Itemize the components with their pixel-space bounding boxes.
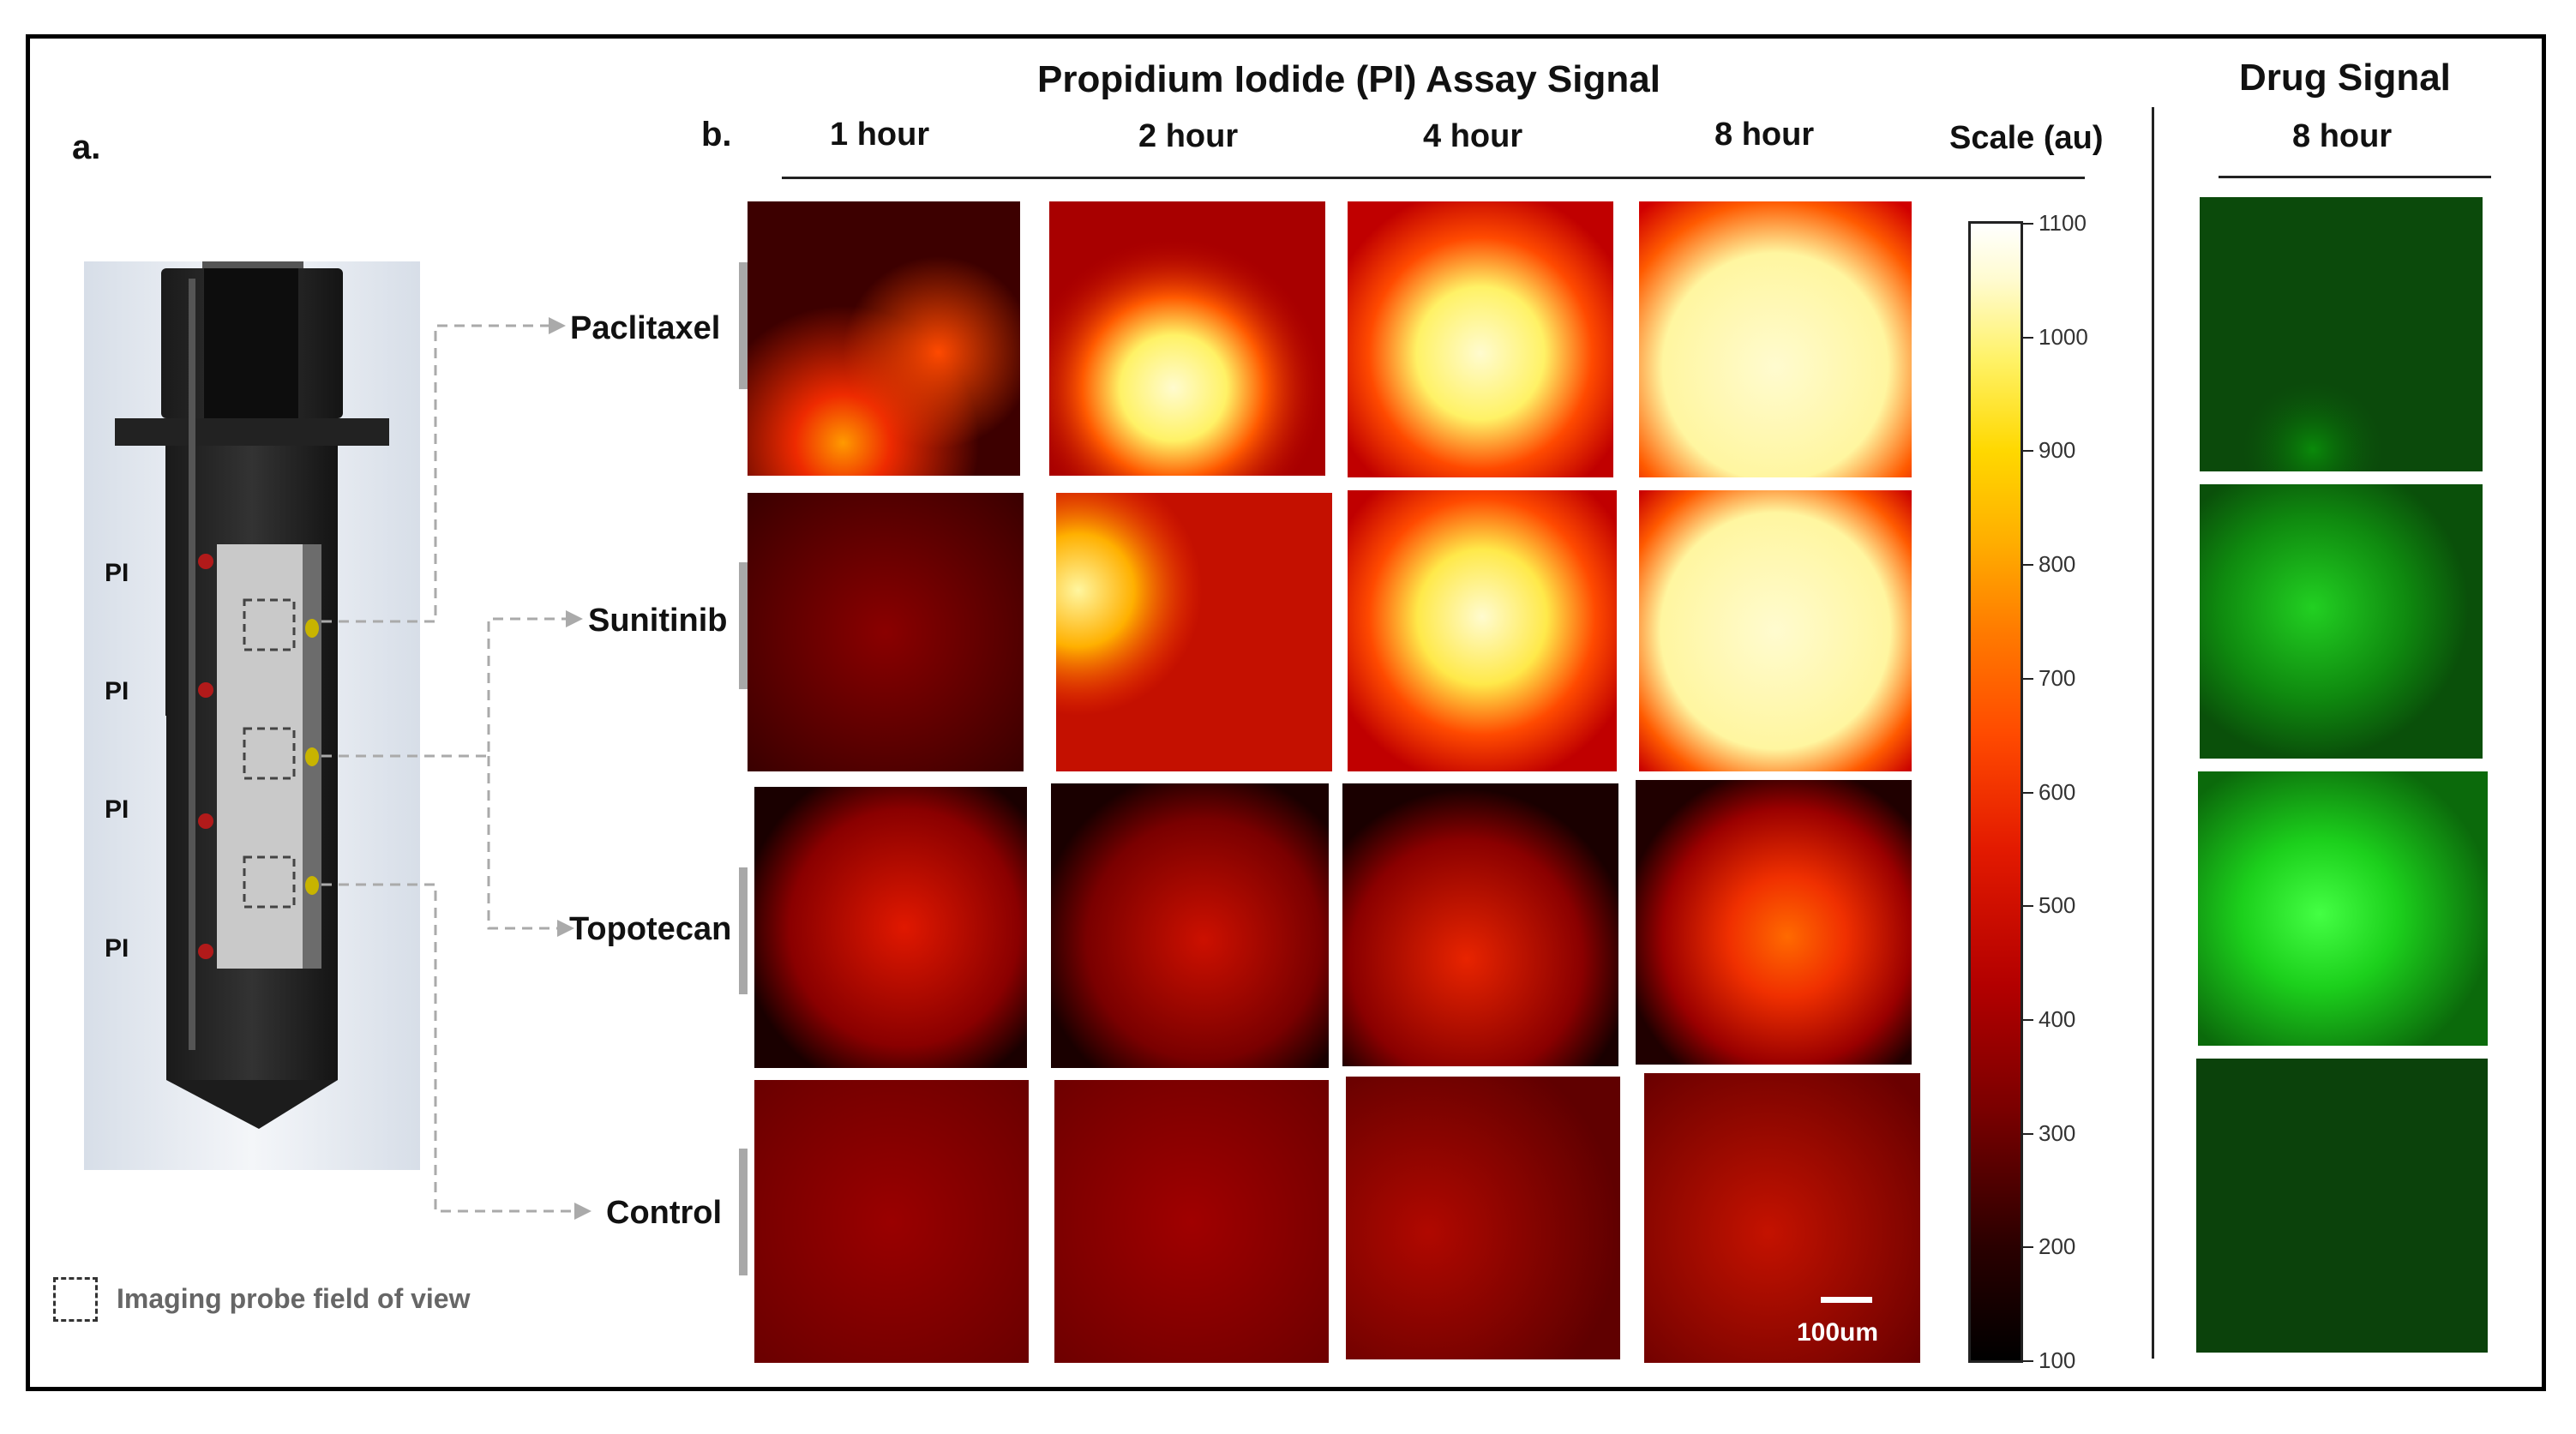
colorbar-tick-label: 500 xyxy=(2039,892,2076,919)
column-header: 8 hour xyxy=(1714,117,1815,153)
colorbar-tick xyxy=(2023,1132,2033,1135)
colorbar-tick xyxy=(2023,1246,2033,1249)
colorbar-tick xyxy=(2023,336,2033,339)
colorbar-tick xyxy=(2023,223,2033,225)
colorbar-tick-label: 600 xyxy=(2039,778,2076,805)
colorbar-tick-label: 700 xyxy=(2039,664,2076,691)
drug-column-header: 8 hour xyxy=(2292,118,2393,154)
colorbar-tick xyxy=(2023,1018,2033,1021)
header-rule xyxy=(782,177,2085,179)
colorbar xyxy=(1968,221,2023,1363)
panel-a-label: a. xyxy=(72,129,101,166)
column-header: 4 hour xyxy=(1423,118,1523,154)
fov-legend-text: Imaging probe field of view xyxy=(117,1283,471,1314)
colorbar-tick-label: 800 xyxy=(2039,551,2076,578)
scale-bar-label: 100um xyxy=(1797,1318,1879,1347)
pi-image-paclitaxel-1h xyxy=(748,201,1020,476)
column-header: 2 hour xyxy=(1138,118,1239,154)
pi-image-sunitinib-2h xyxy=(1056,493,1332,771)
pi-label: PI xyxy=(105,559,129,587)
drug-panel-title: Drug Signal xyxy=(2239,57,2451,99)
pi-image-control-2h xyxy=(1054,1080,1329,1363)
colorbar-tick xyxy=(2023,677,2033,680)
scale-bar xyxy=(1821,1297,1872,1303)
drug-image-control-8h xyxy=(2196,1059,2488,1353)
pi-image-control-1h xyxy=(754,1080,1029,1363)
colorbar-tick xyxy=(2023,791,2033,794)
pi-label: PI xyxy=(105,677,129,705)
pi-image-topotecan-8h xyxy=(1636,780,1912,1065)
pi-image-topotecan-1h xyxy=(754,787,1027,1068)
pi-image-paclitaxel-2h xyxy=(1049,201,1325,476)
drug-image-paclitaxel-8h xyxy=(2200,197,2483,471)
panel-b-title: Propidium Iodide (PI) Assay Signal xyxy=(1037,58,1660,100)
colorbar-tick xyxy=(2023,905,2033,908)
figure-border xyxy=(26,34,2546,1391)
row-marker xyxy=(739,262,748,389)
pi-image-topotecan-4h xyxy=(1342,783,1618,1066)
pi-image-paclitaxel-8h xyxy=(1639,201,1912,477)
pi-label: PI xyxy=(105,795,129,824)
panel-divider xyxy=(2152,107,2154,1359)
row-label-sunitinib: Sunitinib xyxy=(588,603,728,639)
drug-image-topotecan-8h xyxy=(2198,771,2488,1046)
colorbar-tick-label: 1000 xyxy=(2039,323,2088,350)
colorbar-tick-label: 900 xyxy=(2039,437,2076,464)
scale-header: Scale (au) xyxy=(1949,120,2104,156)
colorbar-tick xyxy=(2023,564,2033,567)
row-marker xyxy=(739,1149,748,1275)
pi-image-control-8h xyxy=(1644,1073,1920,1363)
row-label-control: Control xyxy=(606,1195,723,1231)
pi-image-sunitinib-4h xyxy=(1348,490,1617,771)
colorbar-tick-label: 300 xyxy=(2039,1119,2076,1146)
colorbar-tick-label: 100 xyxy=(2039,1347,2076,1373)
pi-image-control-4h xyxy=(1346,1077,1620,1359)
colorbar-tick-label: 200 xyxy=(2039,1233,2076,1260)
pi-image-topotecan-2h xyxy=(1051,783,1329,1068)
colorbar-tick-label: 400 xyxy=(2039,1005,2076,1032)
pi-label: PI xyxy=(105,934,129,963)
pi-image-paclitaxel-4h xyxy=(1348,201,1613,477)
row-marker xyxy=(739,867,748,994)
row-label-paclitaxel: Paclitaxel xyxy=(570,310,721,346)
colorbar-tick xyxy=(2023,1360,2033,1362)
column-header: 1 hour xyxy=(830,117,930,153)
colorbar-tick xyxy=(2023,450,2033,453)
row-label-topotecan: Topotecan xyxy=(569,911,732,947)
panel-b-label: b. xyxy=(701,116,732,153)
drug-header-rule xyxy=(2219,176,2491,178)
row-marker xyxy=(739,562,748,689)
device-illustration xyxy=(84,261,543,1213)
colorbar-tick-label: 1100 xyxy=(2039,210,2087,236)
drug-image-sunitinib-8h xyxy=(2200,484,2483,759)
fov-legend-swatch xyxy=(53,1277,98,1322)
pi-image-sunitinib-8h xyxy=(1639,490,1912,771)
pi-image-sunitinib-1h xyxy=(748,493,1024,771)
